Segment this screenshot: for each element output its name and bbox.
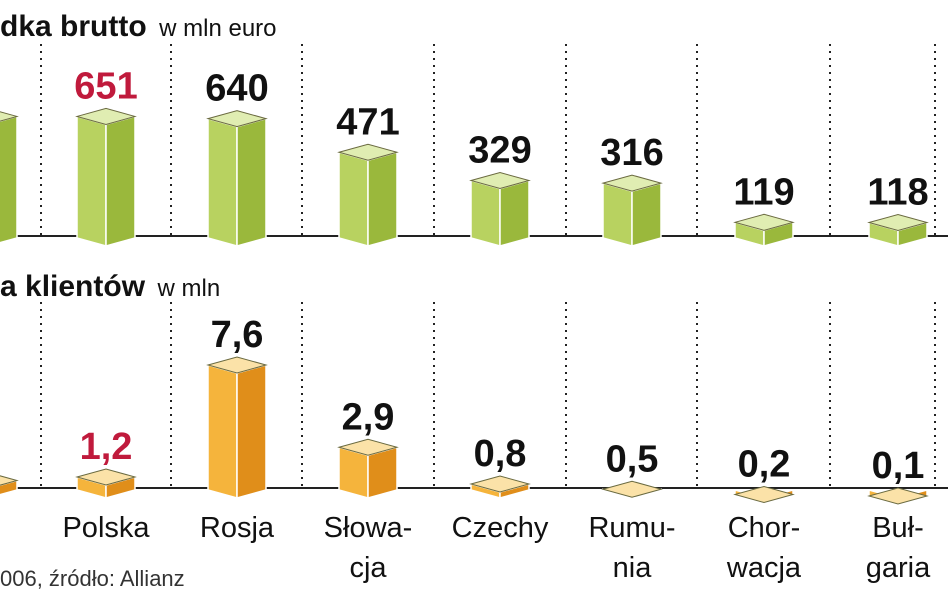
top-value-label-3: 471 <box>336 101 399 143</box>
category-labels: yPolskaRosjaSłowa-cjaCzechyRumu-niaChor-… <box>62 512 931 584</box>
bottom-bar-6 <box>733 485 795 504</box>
bottom-bar-front-2 <box>207 364 238 499</box>
bottom-value-label-3: 2,9 <box>342 396 395 438</box>
top-bar-3 <box>337 143 399 247</box>
top-bar-top-4 <box>469 172 531 190</box>
category-label-1: Polska <box>62 512 150 544</box>
bottom-bar-front-3 <box>338 446 369 499</box>
top-bar-2 <box>206 110 268 247</box>
top-bar-front-1 <box>76 115 107 247</box>
top-bar-front-4 <box>470 179 501 247</box>
top-bar-top-2 <box>206 110 268 128</box>
bottom-bar-top-0 <box>0 475 19 486</box>
top-bar-1 <box>75 107 137 247</box>
top-bar-side-1 <box>105 115 136 247</box>
bottom-bar-top-1 <box>75 468 137 486</box>
top-bar-top-1 <box>75 107 137 125</box>
bottom-bar-0 <box>0 475 19 496</box>
bottom-value-label-2: 7,6 <box>211 314 264 356</box>
category-label-7-line-1: garia <box>866 552 931 584</box>
top-bar-top-0 <box>0 111 19 122</box>
bottom-bar-1 <box>75 468 137 499</box>
top-bar-top-6 <box>733 213 795 231</box>
top-bar-4 <box>469 172 531 247</box>
bottom-value-label-1: 1,2 <box>80 426 133 468</box>
bottom-value-label-5: 0,5 <box>606 438 659 480</box>
bottom-value-label-4: 0,8 <box>474 433 527 475</box>
top-bar-side-2 <box>236 117 267 247</box>
top-value-label-6: 119 <box>733 171 794 213</box>
top-bar-top-3 <box>337 143 399 161</box>
bottom-value-label-6: 0,2 <box>738 444 791 486</box>
bottom-bar-top-7 <box>867 487 929 505</box>
top-chart-title-main: dka brutto <box>0 10 147 43</box>
top-bar-top-5 <box>601 174 663 192</box>
top-bar-7 <box>867 213 929 247</box>
category-label-5-line-0: Rumu- <box>588 512 675 544</box>
category-label-6-line-0: Chor- <box>728 512 801 544</box>
bottom-bar-side-2 <box>236 364 267 499</box>
bottom-bar-5 <box>601 480 663 499</box>
top-bar-front-2 <box>207 117 238 247</box>
bottom-bar-top-3 <box>337 438 399 456</box>
bottom-bar-3 <box>337 438 399 499</box>
bottom-bar-top-6 <box>733 485 795 504</box>
category-label-6-line-1: wacja <box>726 552 802 584</box>
bottom-chart-title-main: a klientów <box>0 270 146 303</box>
top-value-label-1: 651 <box>74 65 137 107</box>
bottom-value-label-7: 0,1 <box>872 445 925 487</box>
bottom-bars-group: 01,27,62,90,80,50,20,1 <box>0 314 929 505</box>
top-value-label-4: 329 <box>468 130 531 172</box>
top-bar-side-0 <box>0 115 18 244</box>
top-bar-6 <box>733 213 795 247</box>
top-bars-group: 1651640471329316119118 <box>0 65 929 247</box>
category-label-4: Czechy <box>452 512 549 544</box>
top-bar-side-4 <box>499 179 530 247</box>
bottom-bar-2 <box>206 356 268 499</box>
category-label-3-line-1: cja <box>349 552 387 584</box>
top-bar-5 <box>601 174 663 247</box>
top-bar-0 <box>0 111 19 244</box>
bottom-chart-unit: w mln <box>157 275 221 302</box>
category-label-7-line-0: Buł- <box>872 512 924 544</box>
bottom-bar-4 <box>469 475 531 499</box>
category-label-2: Rosja <box>200 512 275 544</box>
top-chart-unit: w mln euro <box>158 15 276 42</box>
bottom-bar-top-2 <box>206 356 268 374</box>
column-separators <box>40 44 936 488</box>
bottom-bar-top-5 <box>601 480 663 498</box>
top-value-label-5: 316 <box>600 132 663 174</box>
top-bar-top-7 <box>867 213 929 232</box>
source-note: 006, źródło: Allianz <box>0 566 185 591</box>
top-value-label-7: 118 <box>867 172 928 214</box>
bottom-bar-side-3 <box>367 446 398 499</box>
category-label-3-line-0: Słowa- <box>324 512 413 544</box>
bottom-bar-7 <box>867 487 929 505</box>
top-bar-front-3 <box>338 151 369 247</box>
top-bar-front-5 <box>602 182 633 247</box>
category-label-5-line-1: nia <box>613 552 653 584</box>
top-value-label-2: 640 <box>205 68 268 110</box>
bottom-chart-title: a klientów w mln <box>0 270 220 303</box>
bottom-bar-top-4 <box>469 475 531 493</box>
top-chart-title: dka brutto w mln euro <box>0 10 277 43</box>
top-bar-side-3 <box>367 151 398 247</box>
top-bar-side-5 <box>631 182 662 247</box>
